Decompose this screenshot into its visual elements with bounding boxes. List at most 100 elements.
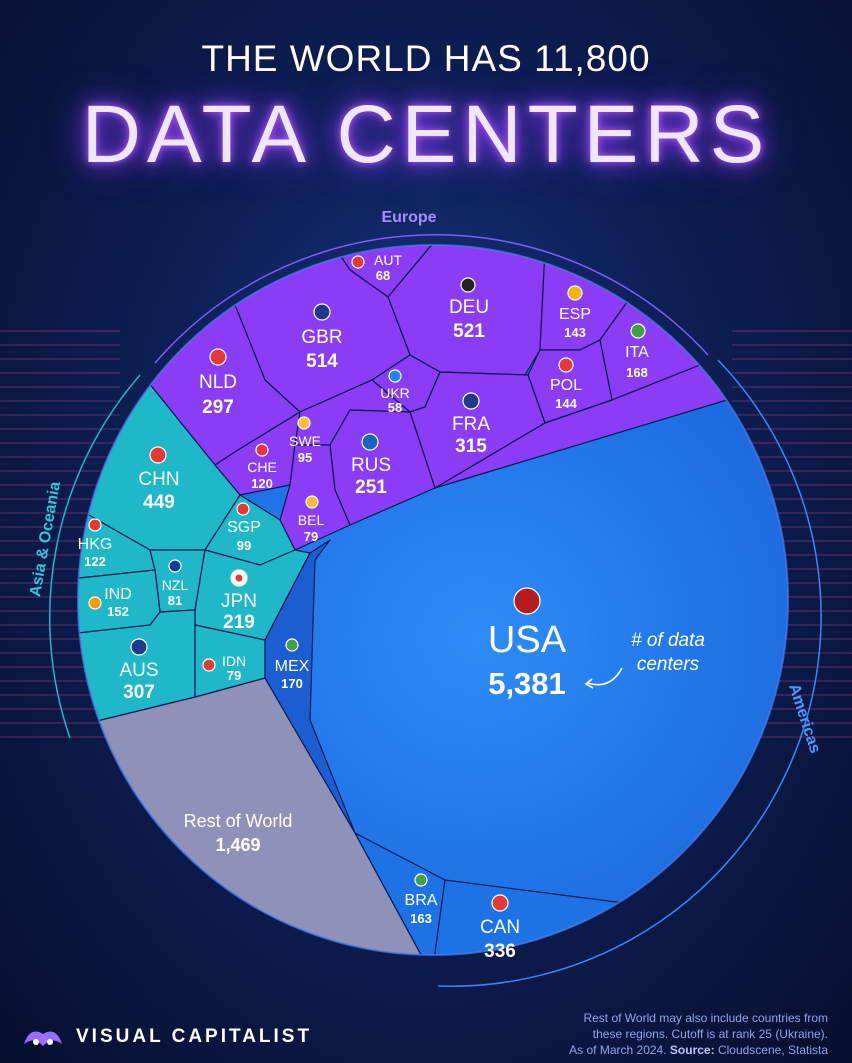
label-nzl-code: NZL	[162, 577, 189, 593]
label-aus-code: AUS	[119, 660, 158, 681]
americas-arc	[437, 359, 822, 987]
label-jpn-code: JPN	[221, 591, 257, 612]
footnote-date: As of March 2024.	[569, 1043, 667, 1057]
label-can-code: CAN	[480, 917, 520, 938]
label-aut-code: AUT	[374, 252, 402, 268]
label-idn-code: IDN	[222, 653, 246, 669]
label-bra-code: BRA	[405, 892, 438, 909]
flag-gbr-icon	[313, 303, 331, 321]
footnote-line3: As of March 2024. Source: Cloudscene, St…	[528, 1042, 828, 1058]
label-hkg-code: HKG	[78, 536, 113, 553]
label-usa-value: 5,381	[488, 666, 566, 701]
label-swe-value: 95	[298, 450, 312, 465]
flag-fra-icon	[462, 392, 480, 410]
label-gbr-value: 514	[306, 351, 338, 372]
flag-usa-icon	[513, 587, 541, 615]
flag-nld-icon	[209, 348, 227, 366]
flag-nzl-icon	[168, 559, 182, 573]
label-swe-code: SWE	[289, 433, 321, 449]
label-hkg-value: 122	[84, 554, 106, 569]
flag-deu-icon	[460, 277, 476, 293]
title-top: THE WORLD HAS 11,800	[201, 38, 651, 79]
flag-dots	[88, 255, 646, 912]
label-pol-value: 144	[555, 396, 577, 411]
flag-swe-icon	[297, 416, 311, 430]
label-sgp-code: SGP	[227, 519, 261, 536]
europe-arc	[154, 234, 709, 364]
footnote: Rest of World may also include countries…	[528, 1010, 828, 1058]
flag-aus-icon	[130, 638, 148, 656]
flag-rus-icon	[361, 433, 379, 451]
label-deu-value: 521	[453, 321, 485, 342]
label-mex-value: 170	[281, 676, 303, 691]
annotation-line2: centers	[637, 654, 700, 675]
label-usa-code: USA	[488, 619, 567, 661]
label-ind-value: 152	[107, 604, 129, 619]
label-rest-value: 1,469	[215, 835, 260, 855]
label-sgp-value: 99	[237, 538, 251, 553]
flag-sgp-icon	[236, 502, 250, 516]
flag-bra-icon	[414, 873, 428, 887]
flag-hkg-icon	[88, 518, 102, 532]
label-ukr-code: UKR	[380, 385, 410, 401]
label-nzl-value: 81	[168, 593, 182, 608]
annotation-arrow-icon	[587, 667, 623, 686]
label-fra-value: 315	[455, 436, 487, 457]
label-rus-value: 251	[355, 477, 387, 498]
cell-labels: AUT 68 DEU 521 ESP 143 ITA 168 GBR 514 N…	[78, 252, 650, 962]
flag-che-icon	[255, 443, 269, 457]
label-chn-code: CHN	[138, 469, 179, 490]
flag-chn-icon	[149, 446, 167, 464]
label-jpn-value: 219	[223, 612, 255, 633]
label-gbr-code: GBR	[301, 327, 342, 348]
label-ind-code: IND	[104, 586, 132, 603]
flag-mex-icon	[285, 638, 299, 652]
annotation-arrowhead-icon	[584, 678, 594, 689]
label-ita-value: 168	[626, 365, 648, 380]
label-rus-code: RUS	[351, 455, 391, 476]
footnote-line2: these regions. Cutoff is at rank 25 (Ukr…	[592, 1027, 828, 1041]
asia-arc	[48, 374, 141, 739]
label-rest-code: Rest of World	[184, 811, 293, 831]
flag-jpn-dot-icon	[235, 574, 243, 582]
label-chn-value: 449	[143, 492, 175, 513]
flag-pol-icon	[558, 357, 574, 373]
label-fra-code: FRA	[452, 414, 490, 435]
flag-ind-icon	[88, 596, 102, 610]
brand: VISUAL CAPITALIST	[22, 1022, 312, 1052]
label-aus-value: 307	[123, 682, 155, 703]
label-pol-code: POL	[550, 377, 582, 394]
visual-capitalist-logo-icon	[24, 1031, 62, 1046]
label-esp-code: ESP	[559, 306, 591, 323]
flag-aut-icon	[351, 255, 365, 269]
label-bel-code: BEL	[298, 512, 325, 528]
flag-esp-icon	[567, 285, 583, 301]
region-label-americas: Americas	[785, 682, 823, 756]
label-ukr-value: 58	[388, 400, 402, 415]
chart-outline	[77, 244, 789, 956]
label-nld-code: NLD	[199, 372, 237, 393]
region-label-europe: Europe	[381, 209, 436, 226]
label-deu-code: DEU	[449, 297, 489, 318]
label-ita-code: ITA	[625, 344, 649, 361]
label-bel-value: 79	[304, 529, 318, 544]
label-aut-value: 68	[376, 268, 390, 283]
flag-bel-icon	[305, 495, 319, 509]
brand-name: VISUAL CAPITALIST	[76, 1026, 313, 1047]
flag-can-icon	[491, 894, 509, 912]
label-can-value: 336	[484, 941, 516, 962]
label-che-code: CHE	[247, 459, 277, 475]
label-esp-value: 143	[564, 325, 586, 340]
label-nld-value: 297	[202, 397, 234, 418]
label-idn-value: 79	[227, 668, 241, 683]
footnote-line1: Rest of World may also include countries…	[583, 1011, 828, 1025]
flag-ukr-icon	[388, 369, 402, 383]
title-main: DATA CENTERS	[81, 89, 771, 180]
label-che-value: 120	[251, 476, 273, 491]
label-mex-code: MEX	[275, 658, 310, 675]
label-bra-value: 163	[410, 911, 432, 926]
cell-can	[431, 879, 641, 955]
footnote-source-label: Source:	[669, 1043, 715, 1057]
flag-ita-icon	[630, 323, 646, 339]
